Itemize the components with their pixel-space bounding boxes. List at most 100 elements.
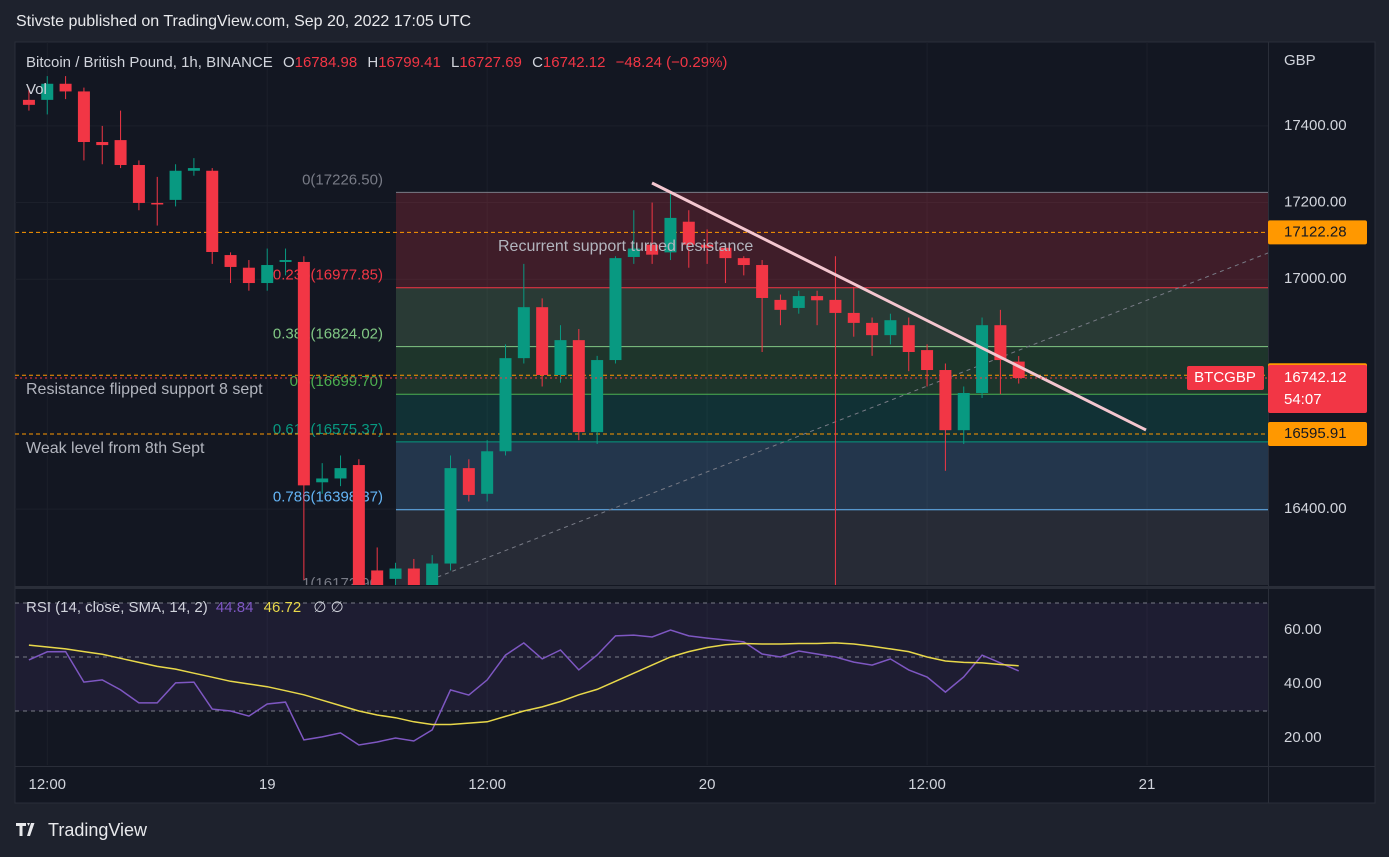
logo: TradingView [16,820,148,840]
candle-body [774,299,787,310]
candle-body [811,296,824,301]
candle-body [41,83,54,100]
candle-body [921,350,934,371]
logo-mark [16,823,35,836]
publisher: Stivste published on TradingView.com, Se… [16,13,471,30]
candle-body [591,360,604,433]
candle-body [829,299,842,313]
candle-body [371,570,384,585]
candle-body [407,568,420,585]
candle-body [334,468,347,479]
symbol-label: BTCGBP [1194,369,1256,386]
candle-body [976,325,989,394]
y-tick-label: 17000.00 [1284,270,1347,287]
current-price-box [1268,365,1367,414]
chart-panel [14,41,1376,804]
fib-zone [396,509,1268,585]
y-tick-label: 17400.00 [1284,117,1347,134]
price-box [1268,422,1367,447]
candle-body [627,248,640,257]
candle-body [444,468,457,564]
candle-body [682,221,695,245]
candle-body [701,244,714,248]
candle-body [59,83,72,92]
ohlc-value: 16799.41 [378,54,441,71]
candle-body [847,312,860,323]
ohlc-label: H [367,54,378,71]
candle-body [957,393,970,431]
candle-body [224,255,237,267]
fib-label: 0.618(16575.37) [273,421,383,438]
fib-label: 0.786(16398.37) [273,489,383,506]
candle-body [187,168,200,171]
x-tick-label: 19 [259,776,276,793]
fib-label: 1(16172.90) [302,575,383,592]
logo-text: TradingView [48,820,148,840]
candle-body [77,91,90,143]
rsi-pane [15,590,1268,765]
current-price-label: 16742.12 [1284,369,1347,386]
candle-body [737,258,750,266]
candle-body [939,370,952,431]
ohlc-label: O [283,54,295,71]
change: −48.24 (−0.29%) [616,54,728,71]
countdown: 54:07 [1284,391,1322,408]
candle-body [499,358,512,452]
candle-body [151,202,164,205]
fib-label: 0(17226.50) [302,171,383,188]
candle-body [517,307,530,359]
candle-body [554,340,567,376]
candle-body [389,568,402,579]
price-pane: 0(17226.50) 0.236(16977.85) 0.382(16824.02… [15,42,1268,592]
candle-body [902,325,915,353]
candle-body [792,296,805,308]
candle-body [866,322,879,336]
fib-label: 0.236(16977.85) [273,267,383,284]
candle-body [352,465,365,585]
candle-body [132,165,145,203]
rsi-line [28,642,1019,726]
candle-body [884,320,897,336]
candle-body [994,325,1007,361]
candle-body [206,170,219,252]
annotation: Resistance flipped support 8 sept [26,381,263,398]
rsi-value: 44.84 [216,599,254,616]
drawn-line [429,252,1268,581]
x-tick-label: 12:00 [908,776,946,793]
candle-body [22,99,35,105]
candle-body [426,563,439,585]
candle-body [609,258,622,361]
rsi-title: RSI (14, close, SMA, 14, 2) [26,599,208,616]
currency: GBP [1284,52,1316,69]
annotation: Recurrent support turned resistance [498,238,753,255]
volume-label: Vol [26,81,47,98]
ohlc-value: 16742.12 [543,54,606,71]
x-tick-label: 20 [699,776,716,793]
fib-label: 0.5(16699.70) [290,373,383,390]
fib-zone [396,441,1268,510]
overlay: 12:00 19 12:00 20 12:00 21 17400.00 17200.00 170… [26,117,1367,793]
ohlc-label: L [451,54,459,71]
candle-body [572,340,585,433]
candle-body [114,140,127,166]
fib-label: 0.382(16824.02) [273,326,383,343]
legend: Bitcoin / British Pound, 1h, BINANCE O 16… [26,54,727,71]
candle-body [462,468,475,495]
x-tick-label: 21 [1139,776,1156,793]
candle-body [664,217,677,253]
candle-body [719,247,732,259]
rsi-tick-label: 20.00 [1284,729,1322,746]
candle-body [261,265,274,284]
rsi-legend: RSI (14, close, SMA, 14, 2) 44.84 46.72 … [26,599,344,616]
y-tick-label: 17200.00 [1284,194,1347,211]
candle-body [481,451,494,494]
candle-body [536,307,549,376]
candle-body [242,267,255,284]
candle-body [279,260,292,262]
trend-line [651,181,1147,432]
symbol-title: Bitcoin / British Pound, 1h, BINANCE [26,54,273,71]
rsi-line [28,629,1020,746]
price-box-label: 16595.91 [1284,425,1347,442]
candle-body [756,265,769,298]
